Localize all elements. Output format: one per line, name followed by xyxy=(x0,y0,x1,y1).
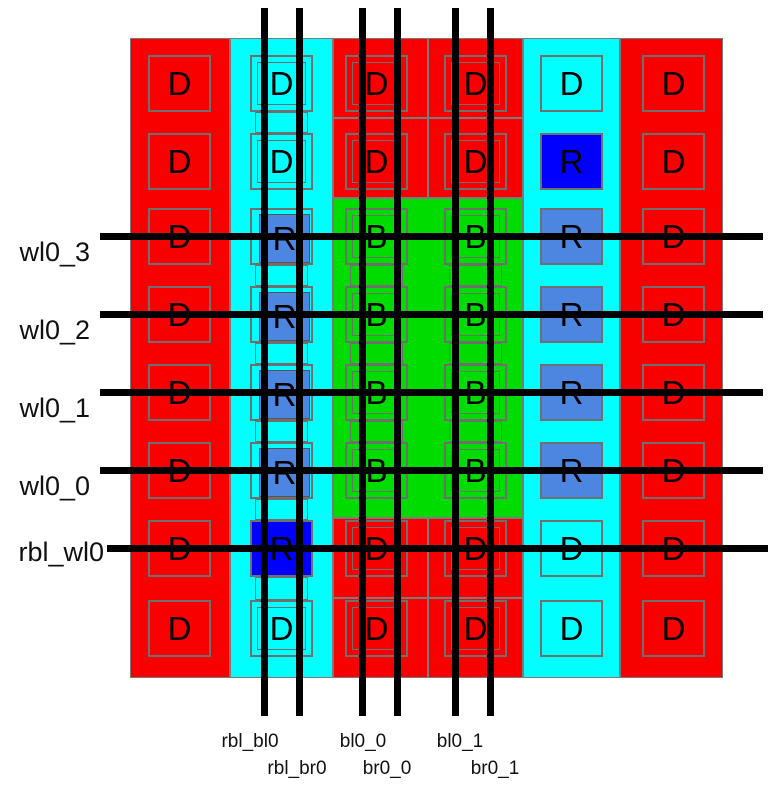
strap-col1-r6r7 xyxy=(255,577,308,600)
dummy-subcell-outline-1-1 xyxy=(428,118,523,198)
dummy-subcell-outline-2-0 xyxy=(333,518,428,598)
strap-col3-r3r4 xyxy=(449,343,502,364)
cell-dummy-r1c0: D xyxy=(148,133,211,190)
wordline-label-wl0_3: wl0_3 xyxy=(19,237,90,267)
cell-dummy-r7c5: D xyxy=(642,600,705,657)
cell-dummy-r1c2-letter: D xyxy=(364,143,389,180)
strap-col3-r2r3 xyxy=(449,265,502,286)
dummy-subcell-outline-0-0 xyxy=(333,38,428,118)
bitline-label-bl0_1: bl0_1 xyxy=(436,731,484,752)
cell-dummy-r7c1-inner-outline xyxy=(257,607,306,650)
wordline-label-wl0_0: wl0_0 xyxy=(19,471,90,501)
cell-dummy-r0c1: D xyxy=(250,55,313,112)
bitline-rbl_br0 xyxy=(296,8,303,716)
bitline-label-rbl_br0: rbl_br0 xyxy=(267,758,327,779)
strap-col3-r4r5 xyxy=(449,421,502,442)
cell-dummy-r0c3-letter: D xyxy=(463,65,488,102)
strap-col1-r2r3 xyxy=(255,265,308,286)
cell-dummy-r7c1: D xyxy=(250,600,313,657)
dummy-subcell-outline-2-1 xyxy=(428,518,523,598)
cell-dummy-r1c3-letter: D xyxy=(463,143,488,180)
cell-dummy-r7c3-letter: D xyxy=(463,610,488,647)
cell-dummy-r0c2-letter: D xyxy=(364,65,389,102)
cell-dummy-r7c0: D xyxy=(148,600,211,657)
wordline-wl0_1 xyxy=(100,389,763,396)
wordline-rbl_wl0 xyxy=(107,545,768,552)
bitline-label-br0_1: br0_1 xyxy=(470,758,520,779)
cell-replica-r1c4: R xyxy=(540,133,603,190)
cell-dummy-r0c3-inner-outline xyxy=(451,62,500,105)
strap-col2-r4r5 xyxy=(350,421,403,442)
strap-col1-r4r5 xyxy=(255,421,308,442)
cell-dummy-r1c1-inner-outline xyxy=(257,140,306,183)
wordline-wl0_2 xyxy=(100,311,763,318)
cell-dummy-r0c1-inner-outline xyxy=(257,62,306,105)
cell-dummy-r0c1-letter: D xyxy=(269,65,294,102)
wordline-label-wl0_1: wl0_1 xyxy=(19,393,90,423)
strap-col1-r5r6 xyxy=(255,499,308,520)
strap-col2-r3r4 xyxy=(350,343,403,364)
bitline-label-br0_0: br0_0 xyxy=(362,758,412,779)
bitline-bl0_0 xyxy=(359,8,366,716)
cell-dummy-r0c0: D xyxy=(148,55,211,112)
bitline-br0_1 xyxy=(487,8,494,716)
bitline-rbl_bl0 xyxy=(261,8,268,716)
wordline-label-wl0_2: wl0_2 xyxy=(19,315,90,345)
wordline-wl0_0 xyxy=(100,467,763,474)
strap-col2-r2r3 xyxy=(350,265,403,286)
bitline-label-rbl_bl0: rbl_bl0 xyxy=(221,731,279,752)
dummy-subcell-outline-3-0 xyxy=(333,598,428,678)
dummy-subcell-outline-0-1 xyxy=(428,38,523,118)
wordline-wl0_3 xyxy=(100,233,763,240)
cell-dummy-r7c2-letter: D xyxy=(364,610,389,647)
bitline-label-bl0_0: bl0_0 xyxy=(339,731,387,752)
cell-dummy-r1c3-inner-outline xyxy=(451,140,500,183)
cell-dummy-r7c1-letter: D xyxy=(269,610,294,647)
dummy-subcell-outline-3-1 xyxy=(428,598,523,678)
wordline-label-rbl_wl0: rbl_wl0 xyxy=(18,537,104,567)
bitline-br0_0 xyxy=(394,8,401,716)
cell-dummy-r0c4: D xyxy=(540,55,603,112)
strap-col1-r0r1 xyxy=(255,112,308,133)
cell-dummy-r1c1: D xyxy=(250,133,313,190)
strap-col1-r3r4 xyxy=(255,343,308,364)
cell-dummy-r1c5: D xyxy=(642,133,705,190)
bitline-bl0_1 xyxy=(452,8,459,716)
dummy-subcell-outline-1-0 xyxy=(333,118,428,198)
cell-dummy-r7c4: D xyxy=(540,600,603,657)
cell-dummy-r1c1-letter: D xyxy=(269,143,294,180)
cell-dummy-r0c5: D xyxy=(642,55,705,112)
cell-dummy-r7c3-inner-outline xyxy=(451,607,500,650)
